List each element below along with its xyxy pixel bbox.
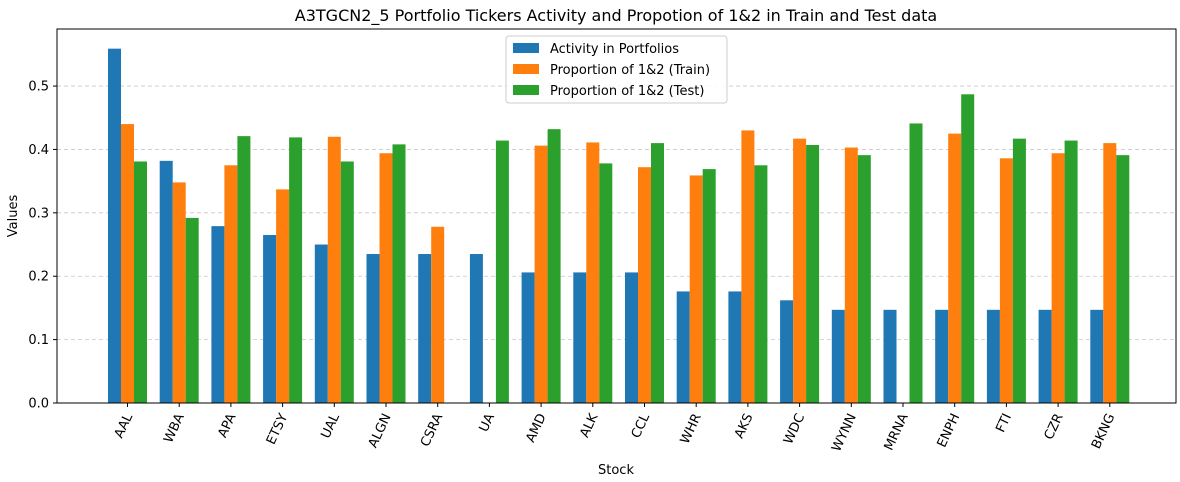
bar-aal-series-1 [108,48,121,404]
bar-csra-series-1 [418,254,432,403]
y-tick-label: 0.4 [28,143,49,158]
x-tick-label-mrna: MRNA [882,411,912,453]
x-tick-label-apa: APA [215,411,239,440]
bar-amd-series-2 [534,145,548,403]
plot-frame [56,28,1177,404]
y-axis: 0.0 0.1 0.2 0.3 0.4 0.5 [28,80,57,412]
bar-czr-series-1 [1038,309,1052,403]
y-axis-label: Values [6,195,21,238]
bar-fti-series-3 [1012,138,1026,403]
bar-wba-series-1 [159,160,173,403]
bar-enph-series-1 [935,309,949,403]
x-tick-label-csra: CSRA [418,411,446,449]
x-tick-label-enph: ENPH [935,411,964,450]
bar-fti-series-2 [999,158,1013,403]
x-tick-label-alk: ALK [577,411,601,440]
bar-enph-series-2 [948,133,962,403]
bar-alk-series-1 [573,272,587,403]
bar-whr-series-3 [702,169,716,403]
bar-aal-series-2 [121,124,134,403]
bar-alk-series-2 [586,142,600,403]
x-tick-label-wba: WBA [161,411,188,445]
bar-enph-series-3 [961,94,975,403]
x-tick-label-czr: CZR [1042,411,1067,442]
bar-czr-series-2 [1051,153,1065,403]
x-tick-label-aal: AAL [112,411,137,441]
bar-ccl-series-3 [651,143,664,403]
x-tick-label-ua: UA [477,411,498,434]
x-axis-label: Stock [598,463,634,478]
bar-ual-series-1 [314,244,328,403]
bar-wdc-series-3 [806,145,820,403]
bar-bkng-series-2 [1103,143,1117,403]
bar-alk-series-3 [599,163,613,403]
chart-title: A3TGCN2_5 Portfolio Tickers Activity and… [295,6,937,26]
x-axis: AAL WBA APA ETSY UAL ALGN CSRA UA AMD ALK CCL WHR AK… [112,403,1118,454]
bar-ccl-series-2 [638,167,651,403]
bar-wdc-series-1 [780,300,794,403]
bar-amd-series-1 [521,272,535,403]
x-tick-label-wynn: WYNN [829,411,860,454]
legend-label: Proportion of 1&2 (Test) [550,84,704,99]
bar-wba-series-2 [172,182,186,403]
x-tick-label-algn: ALGN [366,411,395,450]
bar-etsy-series-2 [276,189,290,403]
bar-bkng-series-1 [1090,309,1104,403]
legend-swatch [513,43,539,53]
bar-czr-series-3 [1064,140,1078,403]
bar-aks-series-2 [741,130,755,404]
bar-apa-series-1 [211,226,225,403]
legend-label: Proportion of 1&2 (Train) [550,63,710,78]
bar-algn-series-3 [392,144,406,403]
bar-bkng-series-3 [1116,155,1130,403]
y-tick-label: 0.1 [28,333,49,348]
bar-etsy-series-3 [289,137,303,403]
bar-wynn-series-1 [831,309,845,403]
bar-ual-series-3 [340,161,354,403]
bar-mrna-series-3 [909,123,923,403]
y-tick-label: 0.0 [28,397,49,412]
bar-ua-series-3 [495,140,509,403]
bar-aks-series-1 [728,291,742,403]
x-tick-label-amd: AMD [523,411,549,445]
bar-wba-series-3 [185,217,199,403]
bars-group [108,48,1130,404]
x-tick-label-ccl: CCL [629,411,654,441]
legend-swatch [513,85,539,95]
x-tick-label-fti: FTI [993,411,1015,435]
x-tick-label-wdc: WDC [781,411,808,446]
bar-aal-series-3 [134,161,147,403]
x-tick-label-aks: AKS [732,411,756,441]
x-tick-label-etsy: ETSY [264,411,291,447]
legend-label: Activity in Portfolios [550,42,679,57]
bar-aks-series-3 [754,165,768,403]
legend: Activity in Portfolios Proportion of 1&2 … [505,35,728,104]
bar-amd-series-3 [547,129,561,403]
bar-ual-series-2 [327,136,341,403]
bar-wynn-series-2 [844,147,858,403]
bar-ccl-series-1 [625,272,638,403]
bar-ua-series-1 [469,254,483,403]
bar-algn-series-2 [379,153,393,403]
legend-box [505,35,728,104]
bar-wynn-series-3 [857,155,871,403]
x-tick-label-whr: WHR [678,411,705,446]
y-tick-label: 0.2 [28,270,49,285]
bar-apa-series-3 [237,136,251,403]
bar-wdc-series-2 [793,138,807,403]
x-tick-label-bkng: BKNG [1089,411,1118,451]
x-tick-label-ual: UAL [318,411,343,441]
bar-etsy-series-1 [263,235,277,403]
bar-apa-series-2 [224,165,238,403]
y-tick-label: 0.3 [28,206,49,221]
legend-swatch [513,64,539,74]
bar-algn-series-1 [366,254,380,403]
y-tick-label: 0.5 [28,80,49,95]
bar-whr-series-2 [689,175,703,403]
bar-mrna-series-1 [883,309,897,403]
bar-csra-series-2 [431,226,445,403]
bar-whr-series-1 [676,291,690,403]
bar-fti-series-1 [986,309,1000,403]
